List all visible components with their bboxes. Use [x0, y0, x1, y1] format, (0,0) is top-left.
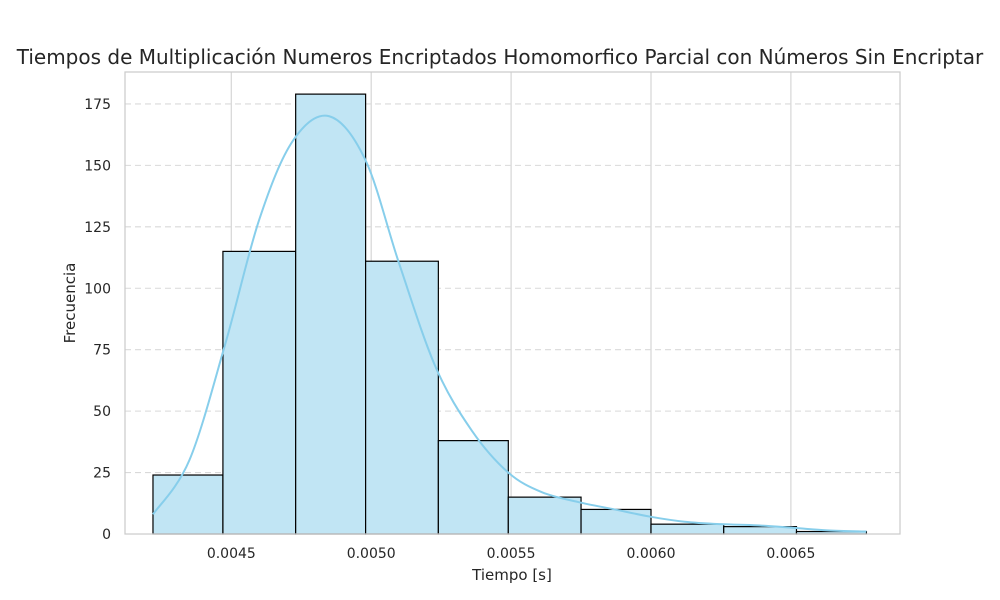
- grid-lines: [125, 72, 900, 534]
- y-tick-label: 175: [84, 97, 111, 113]
- kde-curve: [152, 114, 867, 533]
- x-axis-label: Tiempo [s]: [471, 566, 552, 584]
- x-tick-label: 0.0045: [207, 546, 256, 562]
- histogram-bar: [650, 523, 725, 535]
- histogram-bar: [437, 440, 509, 535]
- y-tick-label: 125: [84, 220, 111, 236]
- y-tick-label: 50: [93, 404, 111, 420]
- y-axis-label: Frecuencia: [61, 263, 79, 344]
- histogram-bar: [580, 508, 652, 535]
- x-tick-labels: 0.0045 0.0050 0.0055 0.0060 0.0065: [207, 546, 816, 562]
- x-tick-label: 0.0055: [487, 546, 536, 562]
- y-tick-label: 25: [93, 466, 111, 482]
- histogram-bar: [152, 474, 224, 535]
- y-tick-labels: 0 25 50 75 100 125 150 175: [84, 97, 111, 543]
- histogram-bar: [507, 496, 582, 535]
- x-tick-label: 0.0060: [626, 546, 675, 562]
- x-tick-label: 0.0065: [766, 546, 815, 562]
- histogram-bar: [365, 260, 439, 535]
- kde-curve-group: [152, 114, 867, 533]
- y-tick-label: 0: [102, 527, 111, 543]
- y-tick-label: 75: [93, 343, 111, 359]
- histogram-bar: [222, 250, 297, 535]
- y-tick-label: 100: [84, 281, 111, 297]
- chart-title: Tiempos de Multiplicación Numeros Encrip…: [16, 45, 984, 69]
- histogram-bars: [152, 93, 868, 535]
- x-tick-label: 0.0050: [347, 546, 396, 562]
- y-tick-label: 150: [84, 158, 111, 174]
- plot-frame: [124, 71, 901, 535]
- histogram-bar: [295, 93, 367, 535]
